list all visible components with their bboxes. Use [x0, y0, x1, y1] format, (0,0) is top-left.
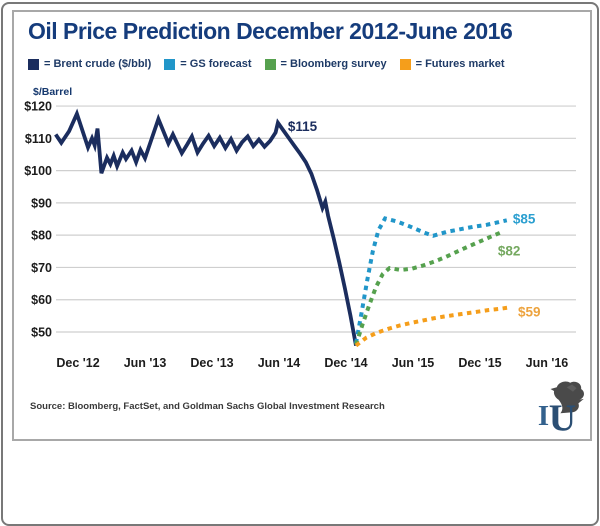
chart-frame	[12, 10, 592, 441]
investment-u-logo: I U	[538, 381, 584, 434]
legend-label: = Bloomberg survey	[280, 58, 387, 70]
series-gs-forecast	[354, 216, 508, 344]
y-tick-label: $60	[31, 293, 52, 307]
x-tick-label: Jun '13	[124, 356, 167, 370]
x-tick-label: Dec '15	[458, 356, 501, 370]
futures-market-swatch-icon	[399, 58, 411, 70]
legend: = Brent crude ($/bbl) = GS forecast = Bl…	[28, 58, 505, 70]
y-tick-label: $120	[24, 100, 52, 114]
annotation-85: $85	[513, 212, 536, 227]
plot-area: $120 $110 $100 $90 $80 $70 $60 $50 Dec '12 Jun '1…	[24, 100, 576, 370]
legend-item-gs-forecast: = GS forecast	[164, 58, 252, 70]
legend-item-futures-market: = Futures market	[399, 58, 505, 70]
eagle-icon	[550, 381, 584, 414]
x-tick-label: Jun '14	[258, 356, 301, 370]
logo-letter-i: I	[538, 400, 549, 432]
chart-title: Oil Price Prediction December 2012-June …	[28, 18, 513, 44]
y-tick-label: $80	[31, 229, 52, 243]
brent-crude-swatch-icon	[28, 58, 39, 70]
y-tick-label: $90	[31, 196, 52, 210]
x-tick-label: Jun '16	[526, 356, 569, 370]
source-note: Source: Bloomberg, FactSet, and Goldman …	[30, 401, 385, 412]
legend-label: = Brent crude ($/bbl)	[44, 58, 152, 70]
legend-label: = Futures market	[415, 58, 505, 70]
logo-letter-u: U	[549, 397, 576, 434]
series-brent-crude	[54, 108, 358, 346]
annotation-82: $82	[498, 243, 521, 258]
y-axis-unit-label: $/Barrel	[33, 86, 73, 98]
y-tick-label: $50	[31, 326, 52, 340]
y-tick-label: $70	[31, 261, 52, 275]
annotation-59: $59	[518, 304, 541, 319]
x-tick-label: Dec '12	[56, 356, 99, 370]
x-tick-label: Jun '15	[392, 356, 435, 370]
x-tick-label: Dec '14	[324, 356, 367, 370]
y-tick-label: $100	[24, 164, 52, 178]
legend-item-brent-crude: = Brent crude ($/bbl)	[28, 58, 151, 70]
legend-label: = GS forecast	[180, 58, 252, 70]
gs-forecast-swatch-icon	[164, 58, 176, 70]
series-futures-market	[354, 305, 510, 348]
x-tick-label: Dec '13	[190, 356, 233, 370]
series-bloomberg-survey	[354, 230, 502, 346]
y-tick-label: $110	[25, 132, 52, 146]
bloomberg-survey-swatch-icon	[264, 58, 276, 70]
legend-item-bloomberg-survey: = Bloomberg survey	[264, 58, 387, 70]
annotation-115: $115	[288, 119, 318, 134]
